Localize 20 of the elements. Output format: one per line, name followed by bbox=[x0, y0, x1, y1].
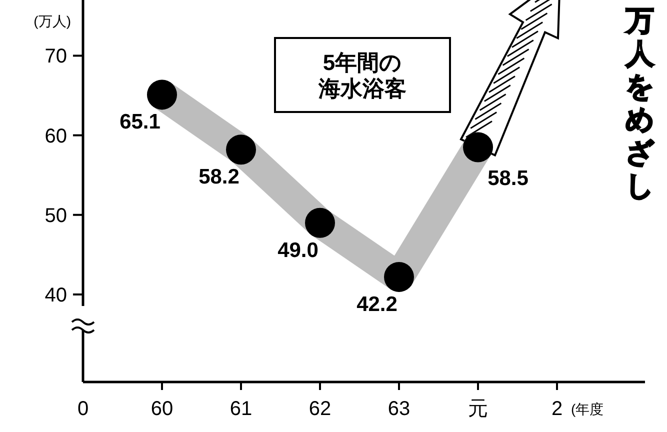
x-axis-title: (年度 bbox=[571, 401, 604, 417]
data-label: 58.5 bbox=[488, 167, 529, 190]
y-tick-label: 60 bbox=[44, 125, 67, 148]
x-tick-label: 60 bbox=[150, 398, 174, 420]
x-tick-label: 61 bbox=[230, 398, 252, 420]
annotation: 万人をめざし bbox=[625, 5, 655, 201]
data-label: 65.1 bbox=[120, 110, 161, 134]
data-label: 49.0 bbox=[278, 238, 318, 262]
x-tick-label: 63 bbox=[388, 398, 410, 420]
text: 5年間の海水浴客 bbox=[318, 50, 406, 101]
y-tick-label: 40 bbox=[44, 284, 67, 306]
data-label: 42.2 bbox=[356, 292, 398, 316]
x-tick-label: 元 bbox=[468, 398, 488, 420]
x-tick-label: 2 bbox=[551, 398, 563, 420]
y-tick-label: 70 bbox=[44, 46, 67, 68]
x-tick-label: 62 bbox=[308, 398, 332, 420]
text: 0 bbox=[77, 398, 89, 420]
y-axis-title: (万人) bbox=[34, 13, 71, 29]
data-label: 58.2 bbox=[198, 166, 240, 189]
y-tick-label: 50 bbox=[44, 204, 67, 227]
